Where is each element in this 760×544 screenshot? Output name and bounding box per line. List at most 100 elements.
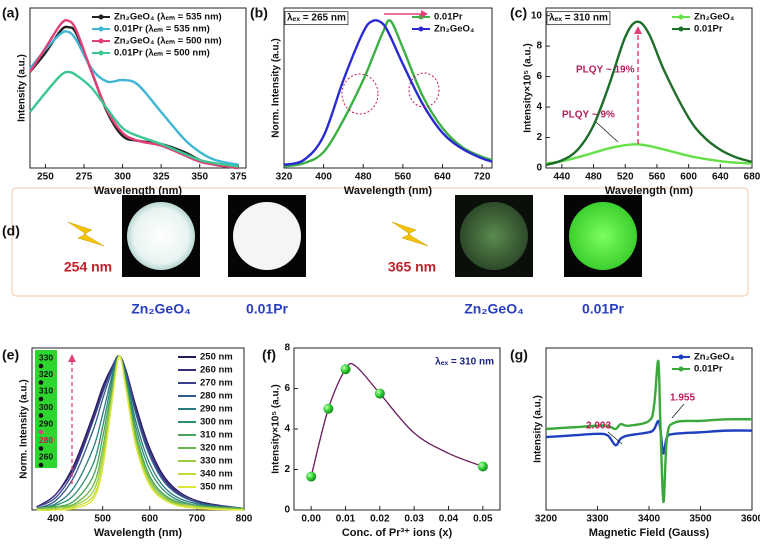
x-tick-label: 375 [230,172,247,183]
legend-marker [678,366,684,372]
y-tick-label: 2 [284,464,290,475]
x-tick-label: 480 [585,172,602,183]
legend-label: 290 nm [200,404,233,415]
data-point [477,461,488,472]
legend-label: 320 nm [200,443,233,454]
x-tick-label: 3600 [741,514,760,525]
data-point [306,471,317,482]
y-axis-label: Intensity (a.u.) [533,395,544,463]
legend-marker [678,354,684,360]
legend-label: Zn₂GeO₄ [694,352,735,363]
panel-d: (d) 254 nm 365 nm Zn₂GeO₄ 0.01Pr Zn₂GeO₄… [2,187,749,317]
inset-label: 290 [39,418,53,428]
legend-label: 350 nm [200,482,233,493]
x-tick-label: 680 [744,172,760,183]
chart-panel: (f) 0.00 0.01 0.02 0.03 0.04 0.05 0 2 4 6 8 Conc. of… [262,343,501,539]
inset-photo [35,350,57,468]
y-tick-label: 4 [536,102,542,113]
x-tick-label: 320 [276,172,293,183]
photo-sample [569,202,637,270]
x-axis-label: Wavelength (nm) [94,185,183,197]
annotation: PLQY ~ 19% [576,65,635,76]
series-line [545,359,753,504]
plot-frame [545,7,753,169]
x-tick-label: 600 [680,172,697,183]
sample-label: Zn₂GeO₄ [131,301,191,317]
panel-label: (c) [510,5,527,21]
series-line [28,18,239,170]
inset-label: 260 [39,451,53,461]
x-tick-label: 400 [315,172,332,183]
photo-sample [233,202,301,270]
legend-marker [98,14,104,20]
legend-label: 270 nm [200,378,233,389]
annotation: λₑₓ = 310 nm [435,357,494,368]
photo-sample [460,202,528,270]
annotation-box [284,11,349,26]
x-tick-label: 400 [47,514,64,525]
x-tick-label: 0.04 [439,514,459,525]
x-tick-label: 600 [141,514,158,525]
annotation: λₑₓ = 310 nm [549,13,608,24]
inset-label: 320 [39,369,53,379]
x-tick-label: 3400 [638,514,661,525]
photo-sample [127,202,195,270]
inset-dot [38,363,44,369]
x-tick-label: 0.05 [473,514,493,525]
x-tick-label: 560 [395,172,412,183]
x-axis-label: Wavelength (nm) [94,527,183,539]
x-axis-label: Magnetic Field (Gauss) [589,527,710,539]
lightning-icon [391,221,429,247]
legend-label: Zn₂GeO₄ [434,24,475,35]
x-tick-label: 3300 [586,514,609,525]
legend-marker [678,26,684,32]
legend-label: Zn₂GeO₄ [694,12,735,23]
y-tick-label: 8 [536,41,542,52]
sample-label: Zn₂GeO₄ [464,301,524,317]
highlight-circle [408,72,440,108]
chart-panel: (c) 440 480 520 560 600 640 680 0 2 4 6 8 10 Wavelengt… [510,5,760,197]
inset-dot [38,413,44,418]
chart-panel: (g) 3200 3300 3400 3500 3600 Magnetic Field (G… [510,347,760,539]
panel-label: (a) [2,5,19,21]
y-tick-label: 6 [284,383,290,394]
x-tick-label: 3500 [689,514,712,525]
series-line [29,70,239,168]
x-tick-label: 520 [617,172,634,183]
legend-label: 280 nm [200,391,233,402]
legend-label: 0.01Pr [694,24,723,35]
inset-label: 330 [39,352,53,362]
inset-dot [38,429,44,435]
legend-marker [98,26,104,32]
legend-label: Zn₂GeO₄ (λₑₘ = 535 nm) [114,12,222,23]
y-tick-label: 8 [284,343,290,354]
y-tick-label: 2 [536,132,542,143]
legend-label: 310 nm [200,430,233,441]
inset-dot [38,446,44,451]
inset-label: 310 [39,385,53,395]
chart-panel: (a) 250 275 300 325 350 375 Wavelength (nm) Inte… [2,5,247,197]
x-tick-label: 0.03 [404,514,424,525]
x-tick-label: 640 [712,172,729,183]
x-tick-label: 700 [189,514,206,525]
y-tick-label: 0 [536,163,542,174]
annotation: 2.003 [586,421,611,432]
series-line [283,19,493,168]
series-line [545,419,753,455]
highlight-circle [341,73,379,115]
annotation: 1.955 [670,393,695,404]
legend-label: 0.01Pr [434,12,463,23]
panel-label: (f) [262,347,276,363]
x-tick-label: 0.00 [301,514,321,525]
x-axis-label: Wavelength (nm) [344,185,433,197]
pointer-line [607,431,623,445]
x-tick-label: 480 [355,172,372,183]
x-tick-label: 560 [649,172,666,183]
x-tick-label: 3200 [535,514,558,525]
y-tick-label: 0 [284,505,290,516]
legend-marker [418,26,424,32]
legend-label: 0.01Pr (λₑₘ = 500 nm) [114,48,210,59]
fit-line [310,362,484,477]
panel-label: (g) [510,347,528,363]
